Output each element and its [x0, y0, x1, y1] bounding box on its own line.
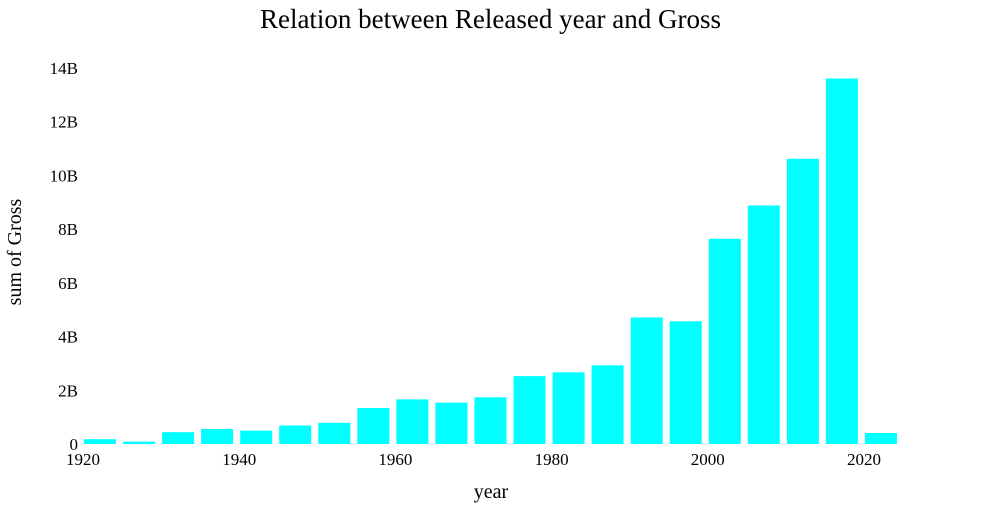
bar-1955	[357, 408, 390, 444]
y-tick-label: 0	[70, 435, 79, 454]
bar-1985	[591, 365, 624, 444]
y-tick-label: 8B	[58, 220, 78, 239]
bar-1970	[474, 397, 507, 444]
bar-1940	[240, 430, 273, 444]
x-tick-label: 1940	[222, 450, 256, 469]
bar-2015	[825, 78, 858, 444]
bar-2020	[865, 433, 897, 444]
bar-1945	[279, 425, 312, 444]
bar-1995	[669, 321, 702, 444]
bar-2005	[747, 205, 780, 444]
bar-2000	[708, 238, 741, 444]
bar-1960	[396, 399, 429, 444]
y-tick-label: 10B	[50, 166, 78, 185]
x-tick-label: 1960	[378, 450, 412, 469]
bar-2010	[786, 158, 819, 445]
chart-title: Relation between Released year and Gross	[259, 4, 722, 34]
bar-1950	[318, 422, 351, 444]
x-axis-label: year	[474, 481, 509, 503]
x-tick-label: 1980	[535, 450, 569, 469]
bar-1930	[162, 432, 195, 444]
x-tick-label: 2000	[691, 450, 725, 469]
bar-1980	[552, 372, 585, 444]
bar-1965	[435, 402, 468, 444]
y-tick-label: 14B	[50, 59, 78, 78]
y-tick-label: 12B	[50, 113, 78, 132]
x-axis-ticks: 1920 1940 1960 1980 2000 2020	[66, 450, 881, 469]
bar-1920	[84, 439, 116, 444]
bar-1990	[630, 317, 663, 444]
y-axis-label: sum of Gross	[4, 198, 26, 305]
bars-group	[84, 78, 897, 445]
y-tick-label: 6B	[58, 274, 78, 293]
bar-1925	[123, 441, 155, 444]
y-axis-ticks: 0 2B 4B 6B 8B 10B 12B 14B	[50, 59, 78, 454]
y-tick-label: 2B	[58, 381, 78, 400]
x-tick-label: 2020	[847, 450, 881, 469]
x-tick-label: 1920	[66, 450, 100, 469]
bar-1935	[201, 429, 234, 444]
y-tick-label: 4B	[58, 328, 78, 347]
bar-1975	[513, 376, 546, 444]
